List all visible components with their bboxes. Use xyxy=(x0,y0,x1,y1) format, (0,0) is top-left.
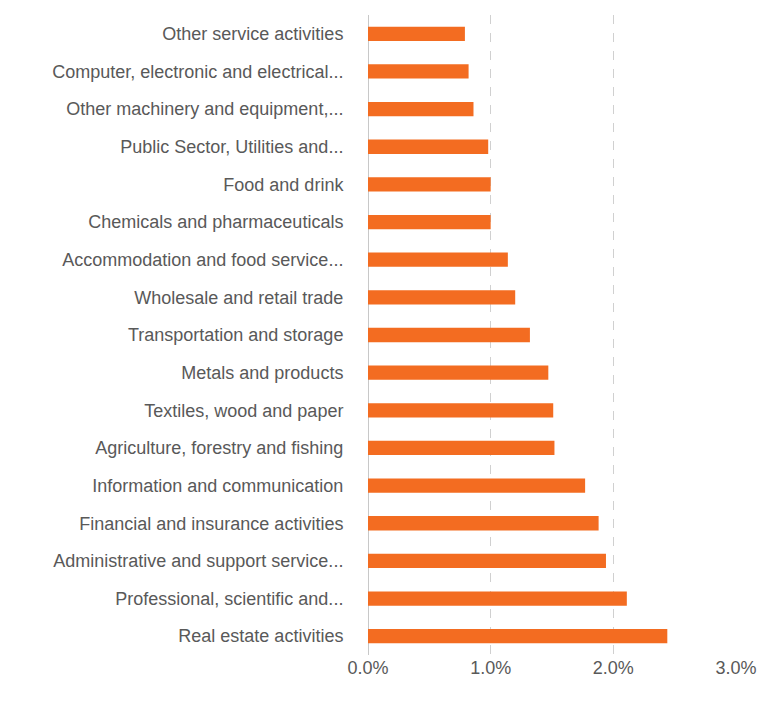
svg-text:2.0%: 2.0% xyxy=(593,658,634,678)
svg-text:Wholesale and retail trade: Wholesale and retail trade xyxy=(134,288,343,308)
svg-text:Transportation and storage: Transportation and storage xyxy=(128,325,343,345)
svg-text:Information and communication: Information and communication xyxy=(92,476,343,496)
svg-text:Food and drink: Food and drink xyxy=(223,175,344,195)
svg-text:Chemicals and pharmaceuticals: Chemicals and pharmaceuticals xyxy=(88,212,343,232)
svg-text:Computer, electronic and elect: Computer, electronic and electrical... xyxy=(52,62,343,82)
svg-text:Textiles, wood and paper: Textiles, wood and paper xyxy=(144,401,343,421)
svg-text:Accommodation and food service: Accommodation and food service... xyxy=(62,250,343,270)
svg-text:Metals and products: Metals and products xyxy=(181,363,343,383)
svg-text:Administrative and support ser: Administrative and support service... xyxy=(53,551,343,571)
svg-text:0.0%: 0.0% xyxy=(347,658,388,678)
svg-text:3.0%: 3.0% xyxy=(715,658,756,678)
svg-text:Real estate activities: Real estate activities xyxy=(178,626,343,646)
svg-text:Other service activities: Other service activities xyxy=(162,24,343,44)
svg-text:Financial and insurance activi: Financial and insurance activities xyxy=(79,514,343,534)
svg-text:Public Sector, Utilities and..: Public Sector, Utilities and... xyxy=(120,137,343,157)
svg-text:Agriculture, forestry and fish: Agriculture, forestry and fishing xyxy=(95,438,343,458)
svg-text:1.0%: 1.0% xyxy=(470,658,511,678)
svg-text:Professional, scientific and..: Professional, scientific and... xyxy=(115,589,343,609)
svg-text:Other machinery and equipment,: Other machinery and equipment,... xyxy=(66,99,343,119)
